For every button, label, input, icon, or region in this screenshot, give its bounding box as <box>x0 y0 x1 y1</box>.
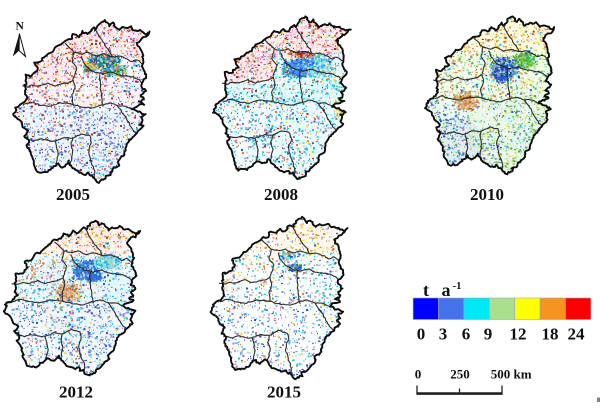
svg-text:24: 24 <box>568 325 586 344</box>
svg-text:2015: 2015 <box>267 383 301 402</box>
svg-text:500: 500 <box>491 367 511 382</box>
svg-text:3: 3 <box>439 325 448 344</box>
svg-text:-1: -1 <box>453 281 462 292</box>
svg-text:12: 12 <box>510 325 527 344</box>
svg-text:0: 0 <box>415 367 422 382</box>
svg-text:250: 250 <box>450 367 470 382</box>
svg-text:9: 9 <box>484 325 493 344</box>
svg-text:18: 18 <box>542 325 559 344</box>
svg-text:a: a <box>442 280 451 300</box>
svg-text:2008: 2008 <box>264 185 298 204</box>
svg-text:2005: 2005 <box>56 185 90 204</box>
svg-text:N: N <box>15 21 24 33</box>
svg-text:km: km <box>513 367 531 382</box>
svg-text:2010: 2010 <box>470 185 504 204</box>
svg-text:t: t <box>423 280 429 300</box>
svg-text:6: 6 <box>462 325 471 344</box>
svg-text:0: 0 <box>417 325 426 344</box>
svg-text:2012: 2012 <box>59 383 93 402</box>
